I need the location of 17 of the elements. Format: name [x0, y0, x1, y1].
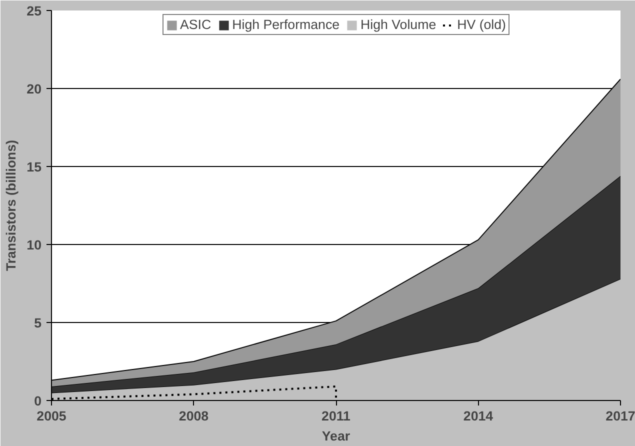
- x-axis-title: Year: [322, 428, 350, 444]
- y-tick-label: 0: [34, 394, 42, 408]
- y-tick-label: 10: [26, 238, 42, 252]
- legend-label: High Volume: [360, 17, 436, 32]
- legend-label: High Performance: [232, 17, 340, 32]
- x-tick-label: 2017: [606, 408, 635, 424]
- y-tick-label: 5: [34, 316, 42, 330]
- y-tick-label: 15: [26, 160, 42, 174]
- y-tick-label: 25: [26, 4, 42, 18]
- legend-label: HV (old): [457, 17, 506, 32]
- y-tick-label: 20: [26, 82, 42, 96]
- legend-label: ASIC: [180, 17, 212, 32]
- y-axis-title: Transistors (billions): [4, 140, 19, 272]
- x-tick-label: 2014: [463, 408, 494, 424]
- x-tick-label: 2005: [36, 408, 67, 424]
- x-tick-label: 2008: [178, 408, 209, 424]
- x-tick-label: 2011: [322, 408, 352, 424]
